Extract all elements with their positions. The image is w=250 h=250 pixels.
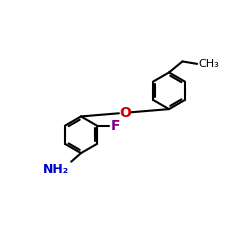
Text: NH₂: NH₂ [43, 163, 69, 176]
Text: O: O [119, 106, 131, 120]
Text: F: F [111, 118, 120, 132]
Text: CH₃: CH₃ [199, 59, 220, 69]
